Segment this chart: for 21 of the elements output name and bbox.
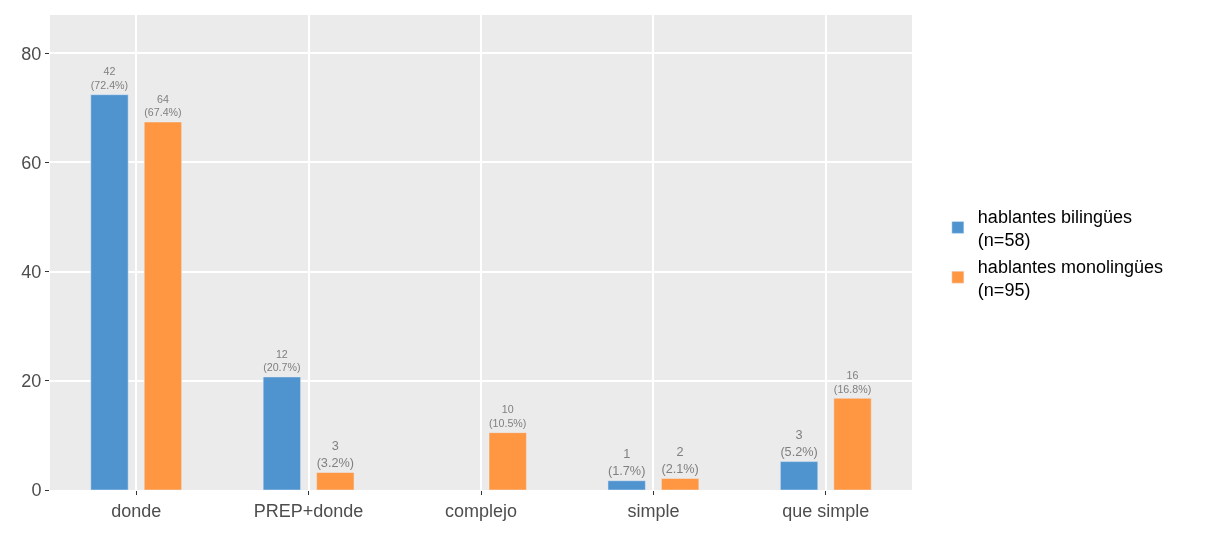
- data-label: 42 (72.4%): [90, 65, 129, 92]
- data-label: 2 (2.1%): [661, 445, 699, 476]
- data-label: 16 (16.8%): [833, 368, 872, 395]
- y-tick-label: 0: [31, 480, 42, 501]
- data-label: 10 (10.5%): [489, 403, 527, 430]
- y-tick-label: 40: [21, 261, 42, 282]
- y-tick-label: 80: [21, 43, 42, 64]
- x-tick-label: simple: [627, 500, 680, 521]
- legend-label: hablantes bilingües (n=58): [977, 206, 1132, 251]
- data-label: 64 (67.4%): [144, 92, 182, 119]
- data-label: 1 (1.7%): [607, 447, 646, 478]
- x-tick-label: donde: [111, 500, 162, 521]
- y-tick-label: 20: [21, 371, 42, 392]
- x-tick-label: PREP+donde: [253, 500, 364, 521]
- data-label: 3 (3.2%): [316, 439, 355, 470]
- x-tick-label: complejo: [444, 500, 518, 521]
- y-tick-label: 60: [21, 152, 42, 173]
- legend-label: hablantes monolingües (n=95): [977, 256, 1163, 300]
- data-label: 3 (5.2%): [780, 428, 818, 459]
- x-tick-label: que simple: [782, 500, 870, 521]
- data-label: 12 (20.7%): [263, 347, 301, 374]
